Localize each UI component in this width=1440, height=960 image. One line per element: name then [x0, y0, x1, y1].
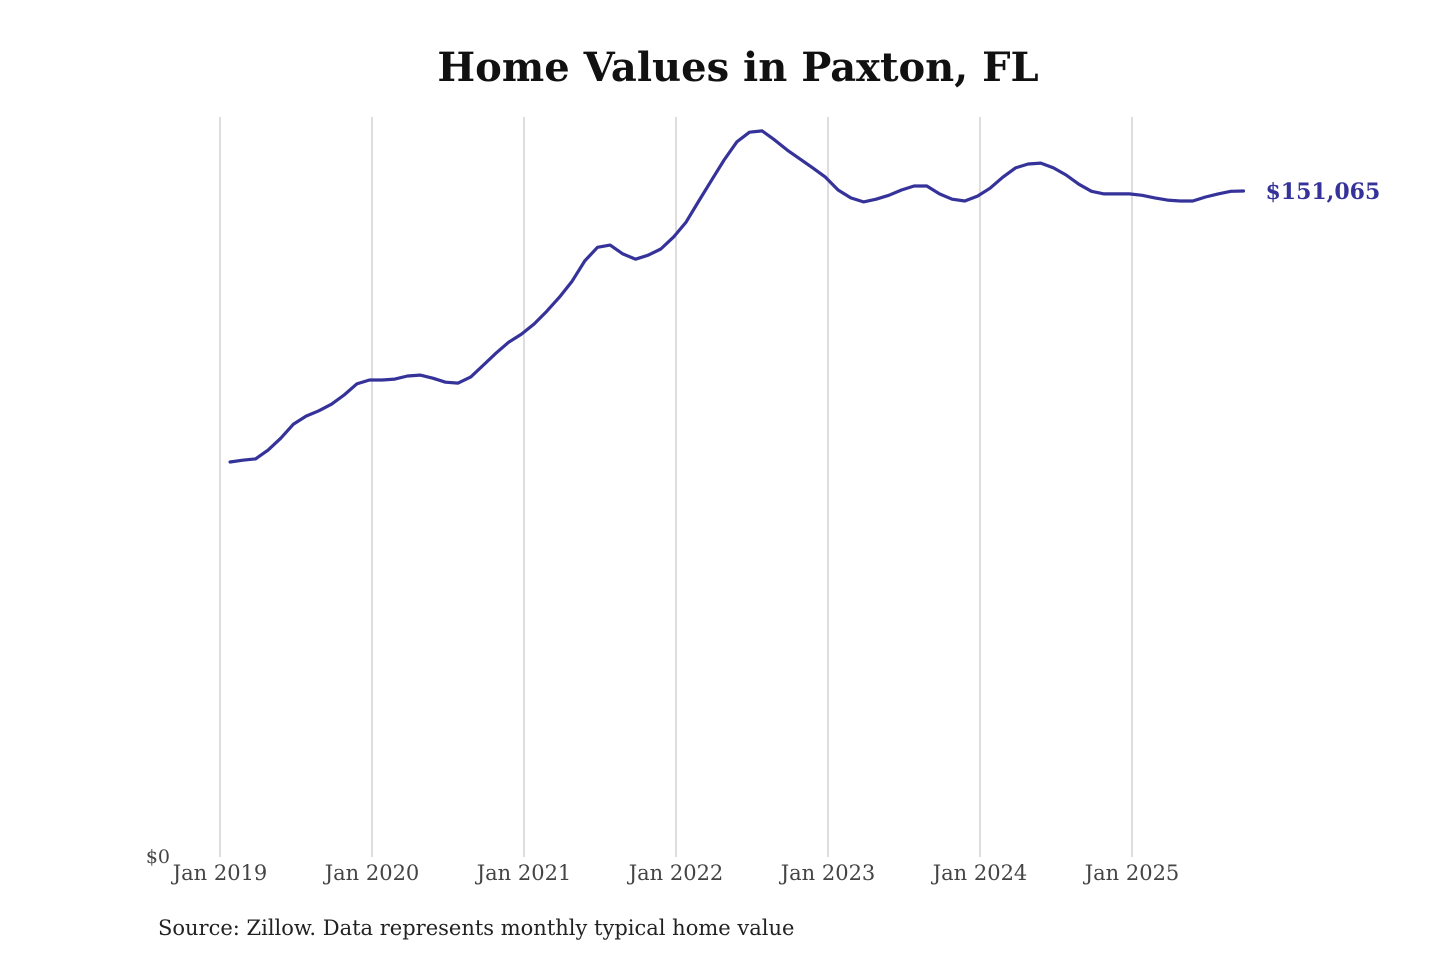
y-tick-label: $0 — [146, 846, 170, 868]
chart-title: Home Values in Paxton, FL — [437, 44, 1039, 91]
x-tick-label: Jan 2023 — [779, 861, 876, 885]
x-tick-label: Jan 2022 — [627, 861, 724, 885]
source-note: Source: Zillow. Data represents monthly … — [158, 916, 795, 940]
series-line — [228, 129, 1246, 464]
x-tick-label: Jan 2021 — [475, 861, 572, 885]
x-tick-label: Jan 2020 — [323, 861, 420, 885]
end-value-label: $151,065 — [1265, 179, 1380, 205]
x-tick-label: Jan 2019 — [171, 861, 268, 885]
x-tick-label: Jan 2024 — [931, 861, 1028, 885]
x-tick-label: Jan 2025 — [1083, 861, 1180, 885]
